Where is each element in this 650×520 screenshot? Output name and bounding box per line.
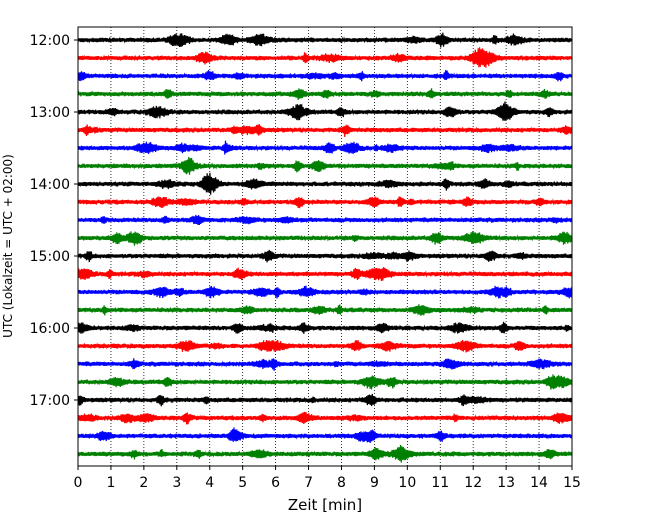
- trace-1645: [77, 374, 573, 390]
- trace-1500: [77, 249, 573, 263]
- trace-1400: [77, 172, 573, 195]
- trace-1200: [77, 32, 573, 48]
- trace-1415: [77, 196, 573, 209]
- trace-1715: [77, 411, 573, 425]
- y-axis-label: UTC (Lokalzeit = UTC + 02:00): [1, 154, 15, 338]
- x-tick-label-14: 14: [530, 475, 548, 491]
- y-tick-label-0: 12:00: [30, 33, 70, 49]
- x-tick-label-5: 5: [238, 475, 247, 491]
- y-tick-label-1: 13:00: [30, 105, 70, 121]
- x-tick-label-4: 4: [205, 475, 214, 491]
- x-tick-label-15: 15: [563, 475, 581, 491]
- trace-1300: [77, 101, 573, 121]
- trace-1600: [77, 321, 573, 334]
- trace-1345: [77, 157, 573, 175]
- trace-1230: [77, 70, 573, 82]
- y-tick-label-5: 17:00: [30, 393, 70, 409]
- x-tick-label-13: 13: [497, 475, 515, 491]
- x-tick-label-7: 7: [304, 475, 313, 491]
- trace-1315: [77, 124, 573, 137]
- trace-1630: [77, 358, 573, 371]
- x-tick-label-2: 2: [139, 475, 148, 491]
- trace-1330: [77, 140, 573, 155]
- y-tick-label-4: 16:00: [30, 321, 70, 337]
- x-tick-label-8: 8: [337, 475, 346, 491]
- vertical-gridlines: [110, 27, 540, 466]
- x-tick-label-10: 10: [398, 475, 416, 491]
- trace-1700: [77, 393, 573, 407]
- x-tick-label-1: 1: [106, 475, 115, 491]
- x-tick-label-0: 0: [74, 475, 83, 491]
- x-tick-label-12: 12: [464, 475, 482, 491]
- trace-1745: [77, 445, 573, 463]
- y-tick-label-2: 14:00: [30, 177, 70, 193]
- trace-1730: [77, 427, 573, 443]
- x-tick-label-6: 6: [271, 475, 280, 491]
- trace-1445: [77, 231, 573, 246]
- x-tick-label-11: 11: [431, 475, 449, 491]
- plot-frame: [77, 26, 573, 467]
- y-axis-ticks: 12:00 13:00 14:00 15:00 16:00 17:00: [30, 33, 78, 409]
- y-tick-label-3: 15:00: [30, 249, 70, 265]
- trace-1215: [77, 47, 573, 68]
- x-tick-label-9: 9: [370, 475, 379, 491]
- trace-1615: [77, 339, 573, 353]
- x-axis-label: Zeit [min]: [288, 496, 362, 514]
- trace-1530: [77, 285, 573, 299]
- x-tick-label-3: 3: [172, 475, 181, 491]
- x-axis-ticks: 0 1 2 3 4 5 6 7 8 9 10 11 12 13 14 15: [74, 466, 581, 491]
- trace-1245: [77, 88, 573, 100]
- trace-1545: [77, 304, 573, 316]
- trace-1430: [77, 214, 573, 226]
- trace-1515: [77, 267, 573, 281]
- seismogram-traces: [77, 32, 573, 463]
